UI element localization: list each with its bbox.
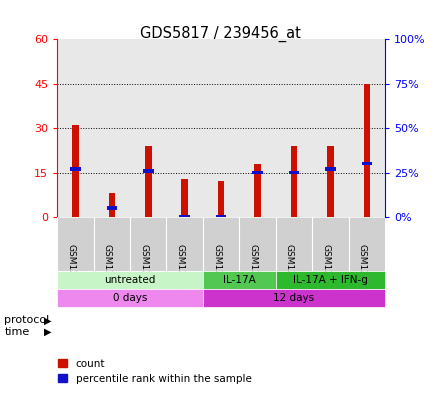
Text: untreated: untreated xyxy=(104,275,156,285)
Bar xyxy=(145,146,151,217)
Bar xyxy=(106,206,117,210)
Text: GSM1283276: GSM1283276 xyxy=(139,244,148,305)
FancyBboxPatch shape xyxy=(57,289,203,307)
Text: 0 days: 0 days xyxy=(113,293,147,303)
Text: GSM1283278: GSM1283278 xyxy=(212,244,221,305)
Bar xyxy=(325,167,336,171)
Text: GSM1283281: GSM1283281 xyxy=(321,244,330,305)
Text: GSM1283274: GSM1283274 xyxy=(66,244,75,305)
Bar xyxy=(327,146,334,217)
Bar xyxy=(216,215,226,219)
Text: GSM1283277: GSM1283277 xyxy=(176,244,185,305)
Text: IL-17A + IFN-g: IL-17A + IFN-g xyxy=(293,275,368,285)
Legend: count, percentile rank within the sample: count, percentile rank within the sample xyxy=(58,359,252,384)
Text: 12 days: 12 days xyxy=(273,293,315,303)
Text: GDS5817 / 239456_at: GDS5817 / 239456_at xyxy=(139,26,301,42)
Bar xyxy=(252,171,263,174)
Bar xyxy=(363,84,370,217)
Text: protocol: protocol xyxy=(4,315,50,325)
Bar xyxy=(72,125,79,217)
Text: GSM1283282: GSM1283282 xyxy=(358,244,367,305)
Text: time: time xyxy=(4,327,29,337)
FancyBboxPatch shape xyxy=(276,271,385,289)
FancyBboxPatch shape xyxy=(203,289,385,307)
Bar xyxy=(143,169,154,173)
Text: GSM1283279: GSM1283279 xyxy=(249,244,257,305)
Bar xyxy=(218,182,224,217)
Bar xyxy=(289,171,299,174)
Text: ▶: ▶ xyxy=(44,327,51,337)
FancyBboxPatch shape xyxy=(57,271,203,289)
Bar xyxy=(181,178,188,217)
Text: GSM1283280: GSM1283280 xyxy=(285,244,294,305)
Bar xyxy=(70,167,81,171)
Bar xyxy=(291,146,297,217)
Text: IL-17A: IL-17A xyxy=(223,275,256,285)
Text: ▶: ▶ xyxy=(44,315,51,325)
Bar xyxy=(254,164,261,217)
FancyBboxPatch shape xyxy=(203,271,276,289)
Bar xyxy=(180,215,190,219)
Text: GSM1283275: GSM1283275 xyxy=(103,244,112,305)
Bar xyxy=(109,193,115,217)
Bar xyxy=(362,162,372,165)
